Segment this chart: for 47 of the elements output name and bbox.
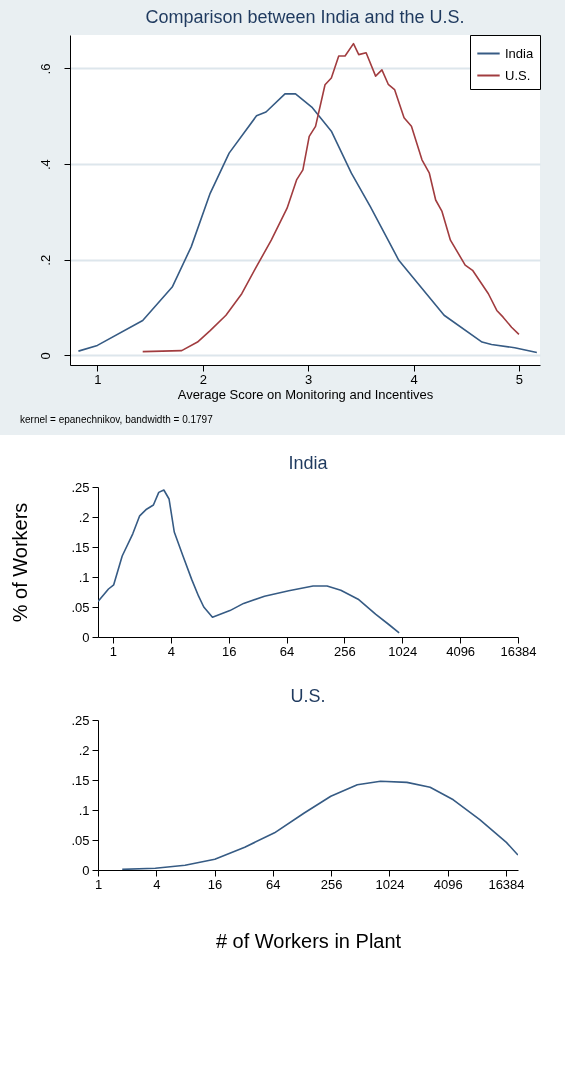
y-tick-label: 0	[82, 629, 90, 645]
x-tick-label: 16	[221, 643, 237, 659]
x-tick-label: 4096	[433, 876, 463, 892]
x-tick-label: 4096	[446, 643, 476, 659]
y-tick-label: .6	[37, 63, 53, 75]
y-tick-label: .15	[71, 772, 90, 788]
x-tick-label: 16384	[500, 643, 537, 659]
text: kernel = epanechnikov, bandwidth = 0.1797	[20, 414, 214, 425]
x-tick-label: 2	[199, 371, 207, 387]
x-tick-label: 5	[515, 371, 524, 387]
x-tick-label: 3	[305, 371, 313, 387]
y-tick-label: .25	[71, 712, 90, 728]
chart-title: U.S.	[290, 686, 326, 706]
x-tick-label: 256	[334, 643, 356, 659]
y-tick-label: .2	[78, 742, 90, 758]
y-axis-title: % of Workers	[9, 502, 32, 623]
x-tick-label: 1	[94, 876, 103, 892]
y-tick-label: .4	[37, 159, 53, 171]
x-axis-title: # of Workers in Plant	[215, 929, 402, 952]
x-tick-label: 4	[167, 643, 175, 659]
y-tick-label: .15	[71, 539, 90, 555]
x-tick-label: 64	[266, 876, 281, 892]
x-axis-title: Average Score on Monitoring and Incentives	[177, 386, 434, 402]
x-tick-label: 256	[320, 876, 343, 892]
x-tick-label: 16384	[488, 876, 525, 892]
y-tick-label: 0	[82, 862, 90, 878]
y-tick-label: .25	[71, 479, 90, 495]
x-tick-label: 64	[279, 643, 295, 659]
x-tick-label: 1	[109, 643, 118, 659]
y-tick-label: .05	[71, 832, 90, 848]
x-tick-label: 4	[153, 876, 161, 892]
x-tick-label: 1024	[375, 876, 405, 892]
chart-title: India	[288, 453, 329, 473]
x-tick-label: 1	[94, 371, 102, 387]
y-tick-label: .2	[78, 509, 90, 525]
y-tick-label: .1	[78, 802, 90, 818]
chart-title: Comparison between India and the U.S.	[145, 6, 465, 27]
legend-label: India	[505, 45, 534, 61]
legend-label: U.S.	[505, 67, 531, 83]
y-tick-label: .1	[78, 569, 90, 585]
y-tick-label: .05	[71, 599, 90, 615]
y-tick-label: .2	[37, 254, 53, 266]
x-tick-label: 16	[207, 876, 223, 892]
x-tick-label: 1024	[388, 643, 418, 659]
x-tick-label: 4	[410, 371, 418, 387]
line-series	[77, 93, 538, 354]
y-tick-label: 0	[37, 352, 53, 360]
